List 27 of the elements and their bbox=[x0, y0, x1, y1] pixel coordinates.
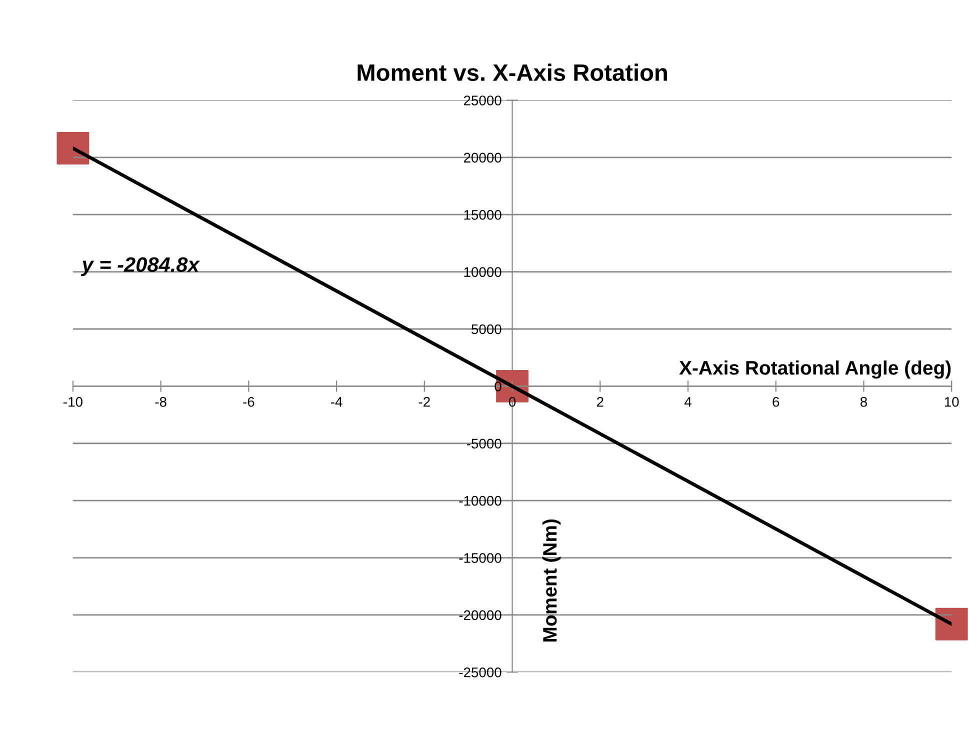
y-tick-label: -25000 bbox=[459, 667, 502, 678]
x-tick-label: -2 bbox=[418, 396, 430, 407]
y-tick-label: -10000 bbox=[459, 496, 502, 506]
y-axis-title: Moment (Nm) bbox=[542, 519, 561, 642]
chart-title: Moment vs. X-Axis Rotation bbox=[358, 64, 667, 82]
y-tick-label: 10000 bbox=[464, 267, 502, 277]
point bbox=[56, 132, 90, 164]
y-tick-label: 0 bbox=[494, 382, 502, 392]
x-tick-label: -6 bbox=[243, 396, 254, 407]
x-tick-label: 2 bbox=[596, 396, 604, 407]
y-tick-label: -20000 bbox=[459, 610, 502, 620]
x-tick-label: 8 bbox=[860, 396, 867, 407]
y-tick-label: 5000 bbox=[472, 324, 502, 334]
point bbox=[935, 608, 968, 640]
x-tick-label: 10 bbox=[944, 396, 959, 407]
x-tick-label: -4 bbox=[330, 397, 342, 407]
y-tick-label: 25000 bbox=[464, 96, 502, 106]
y-tick-label: 15000 bbox=[464, 210, 502, 220]
y-tick-label: -5000 bbox=[466, 438, 502, 449]
x-axis-title: X-Axis Rotational Angle (deg) bbox=[679, 360, 951, 379]
y-tick-label: 20000 bbox=[464, 152, 502, 163]
annotation: y = -2084.8x bbox=[80, 257, 200, 276]
x-tick-label: 6 bbox=[772, 396, 780, 407]
y-tick-label: -15000 bbox=[459, 553, 502, 563]
x-tick-label: -10 bbox=[64, 396, 82, 407]
x-tick-label: -8 bbox=[155, 396, 166, 407]
x-tick-label: 4 bbox=[684, 397, 692, 407]
